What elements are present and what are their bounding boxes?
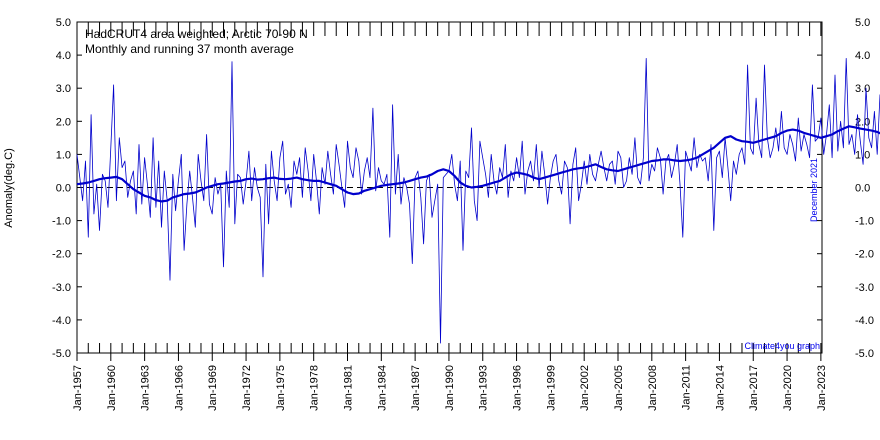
y-tick-label-left: -3.0 — [52, 282, 71, 294]
x-tick-label: Jan-1981 — [342, 365, 354, 411]
y-tick-label-right: -2.0 — [855, 249, 874, 261]
y-tick-label-right: -3.0 — [855, 282, 874, 294]
y-axis-left: 5.0 4.0 3.0 2.0 1.0 0.0 -1.0 -2.0 -3.0 -4.0 -5.0 — [52, 17, 82, 360]
y-tick-label-right: -4.0 — [855, 315, 874, 327]
x-tick-label: Jan-1993 — [478, 365, 490, 411]
x-tick-label: Jan-1999 — [545, 365, 557, 411]
y-tick-label-right: 4.0 — [855, 50, 870, 62]
end-date-annotation: December 2021 — [809, 158, 819, 222]
y-tick-label-right: -5.0 — [855, 348, 874, 360]
y-tick-label-left: -2.0 — [52, 249, 71, 261]
x-tick-label: Jan-1990 — [444, 365, 456, 411]
y-tick-label-right: -1.0 — [855, 216, 874, 228]
x-tick-label: Jan-2005 — [613, 365, 625, 411]
series-running-average-line — [76, 125, 880, 203]
y-tick-label-left: 1.0 — [56, 149, 71, 161]
series-layer — [76, 58, 880, 344]
x-tick-label: Jan-1987 — [410, 365, 422, 411]
y-tick-label-left: -5.0 — [52, 348, 71, 360]
x-tick-label: Jan-1984 — [376, 365, 388, 411]
x-tick-label: Jan-1957 — [72, 365, 84, 411]
y-tick-label-left: 0.0 — [56, 183, 71, 195]
x-tick-label: Jan-1996 — [512, 365, 524, 411]
x-tick-label: Jan-1972 — [241, 365, 253, 411]
x-axis: Jan-1957 Jan-1960 Jan-1963 Jan-1966 Jan-1969… — [72, 353, 828, 411]
x-tick-label: Jan-2002 — [579, 365, 591, 411]
x-tick-label: Jan-2017 — [748, 365, 760, 411]
chart-title: HadCRUT4 area weighted; Arctic 70-90 N — [85, 27, 308, 41]
x-tick-label: Jan-1960 — [106, 365, 118, 411]
y-tick-label-left: -1.0 — [52, 216, 71, 228]
x-tick-label: Jan-1966 — [173, 365, 185, 411]
y-tick-label-right: 0.0 — [855, 183, 870, 195]
x-tick-label: Jan-1969 — [207, 365, 219, 411]
y-tick-label-left: 2.0 — [56, 116, 71, 128]
series-monthly-line — [76, 58, 880, 344]
credit-label: Climate4you graph — [744, 341, 820, 351]
y-tick-label-right: 5.0 — [855, 17, 870, 29]
y-axis-label: Anomaly(deg.C) — [3, 148, 15, 227]
x-tick-label: Jan-1978 — [309, 365, 321, 411]
x-axis-minor-ticks — [76, 22, 822, 353]
y-tick-label-left: 5.0 — [56, 17, 71, 29]
x-tick-label: Jan-2011 — [681, 365, 693, 410]
y-tick-label-left: -4.0 — [52, 315, 71, 327]
y-tick-label-right: 3.0 — [855, 83, 870, 95]
x-tick-label: Jan-2023 — [816, 365, 828, 411]
y-tick-label-right: 1.0 — [855, 149, 870, 161]
x-tick-label: Jan-2014 — [714, 365, 726, 411]
y-tick-label-left: 4.0 — [56, 50, 71, 62]
x-tick-label: Jan-2008 — [647, 365, 659, 411]
x-tick-label: Jan-1975 — [275, 365, 287, 411]
x-tick-label: Jan-1963 — [140, 365, 152, 411]
chart-subtitle: Monthly and running 37 month average — [85, 42, 294, 56]
x-tick-label: Jan-2020 — [782, 365, 794, 411]
y-tick-label-left: 3.0 — [56, 83, 71, 95]
